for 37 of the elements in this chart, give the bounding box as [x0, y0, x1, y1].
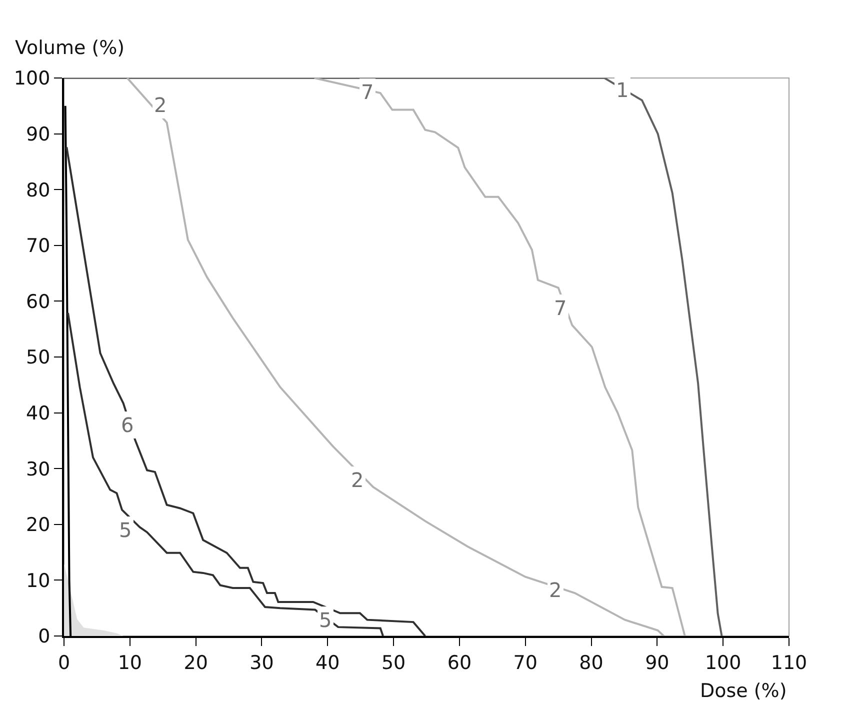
x-tick-label: 110: [770, 652, 808, 674]
annotation: 7: [554, 296, 567, 320]
line-series: [313, 78, 686, 636]
x-tick-label: 90: [645, 652, 670, 674]
annotation: 1: [616, 78, 629, 102]
y-tick-label: 100: [14, 68, 50, 90]
annotation: 7: [361, 80, 374, 104]
y-tick-label: 10: [26, 570, 50, 592]
y-tick-label: 30: [26, 458, 50, 480]
y-tick-label: 80: [26, 179, 50, 202]
x-tick-label: 10: [118, 652, 142, 674]
annotation: 5: [119, 518, 132, 542]
x-axis-title: Dose (%): [700, 680, 787, 702]
x-tick-label: 100: [704, 652, 742, 674]
x-tick-label: 20: [184, 652, 208, 674]
y-tick-label: 40: [26, 402, 50, 424]
x-tick-label: 30: [250, 652, 274, 674]
x-tick-label: 0: [58, 652, 70, 674]
x-tick-label: 60: [447, 652, 472, 674]
y-tick-label: 0: [38, 626, 50, 648]
x-tick-label: 70: [513, 652, 538, 674]
x-tick-label: 80: [579, 652, 604, 674]
annotation: 2: [154, 93, 167, 117]
annotation: 6: [121, 413, 134, 437]
x-tick-label: 50: [381, 652, 406, 674]
y-tick-label: 70: [26, 235, 50, 258]
y-axis-title: Volume (%): [15, 37, 125, 59]
line-series: [66, 312, 384, 636]
line-series: [66, 146, 426, 636]
y-tick-label: 60: [26, 290, 50, 313]
annotation: 2: [351, 468, 364, 492]
y-tick-label: 50: [26, 346, 50, 369]
y-tick-label: 20: [26, 514, 50, 536]
annotation: 2: [549, 578, 562, 602]
annotation: 5: [319, 608, 332, 632]
x-tick-label: 40: [316, 652, 340, 674]
y-tick-label: 90: [26, 123, 50, 146]
